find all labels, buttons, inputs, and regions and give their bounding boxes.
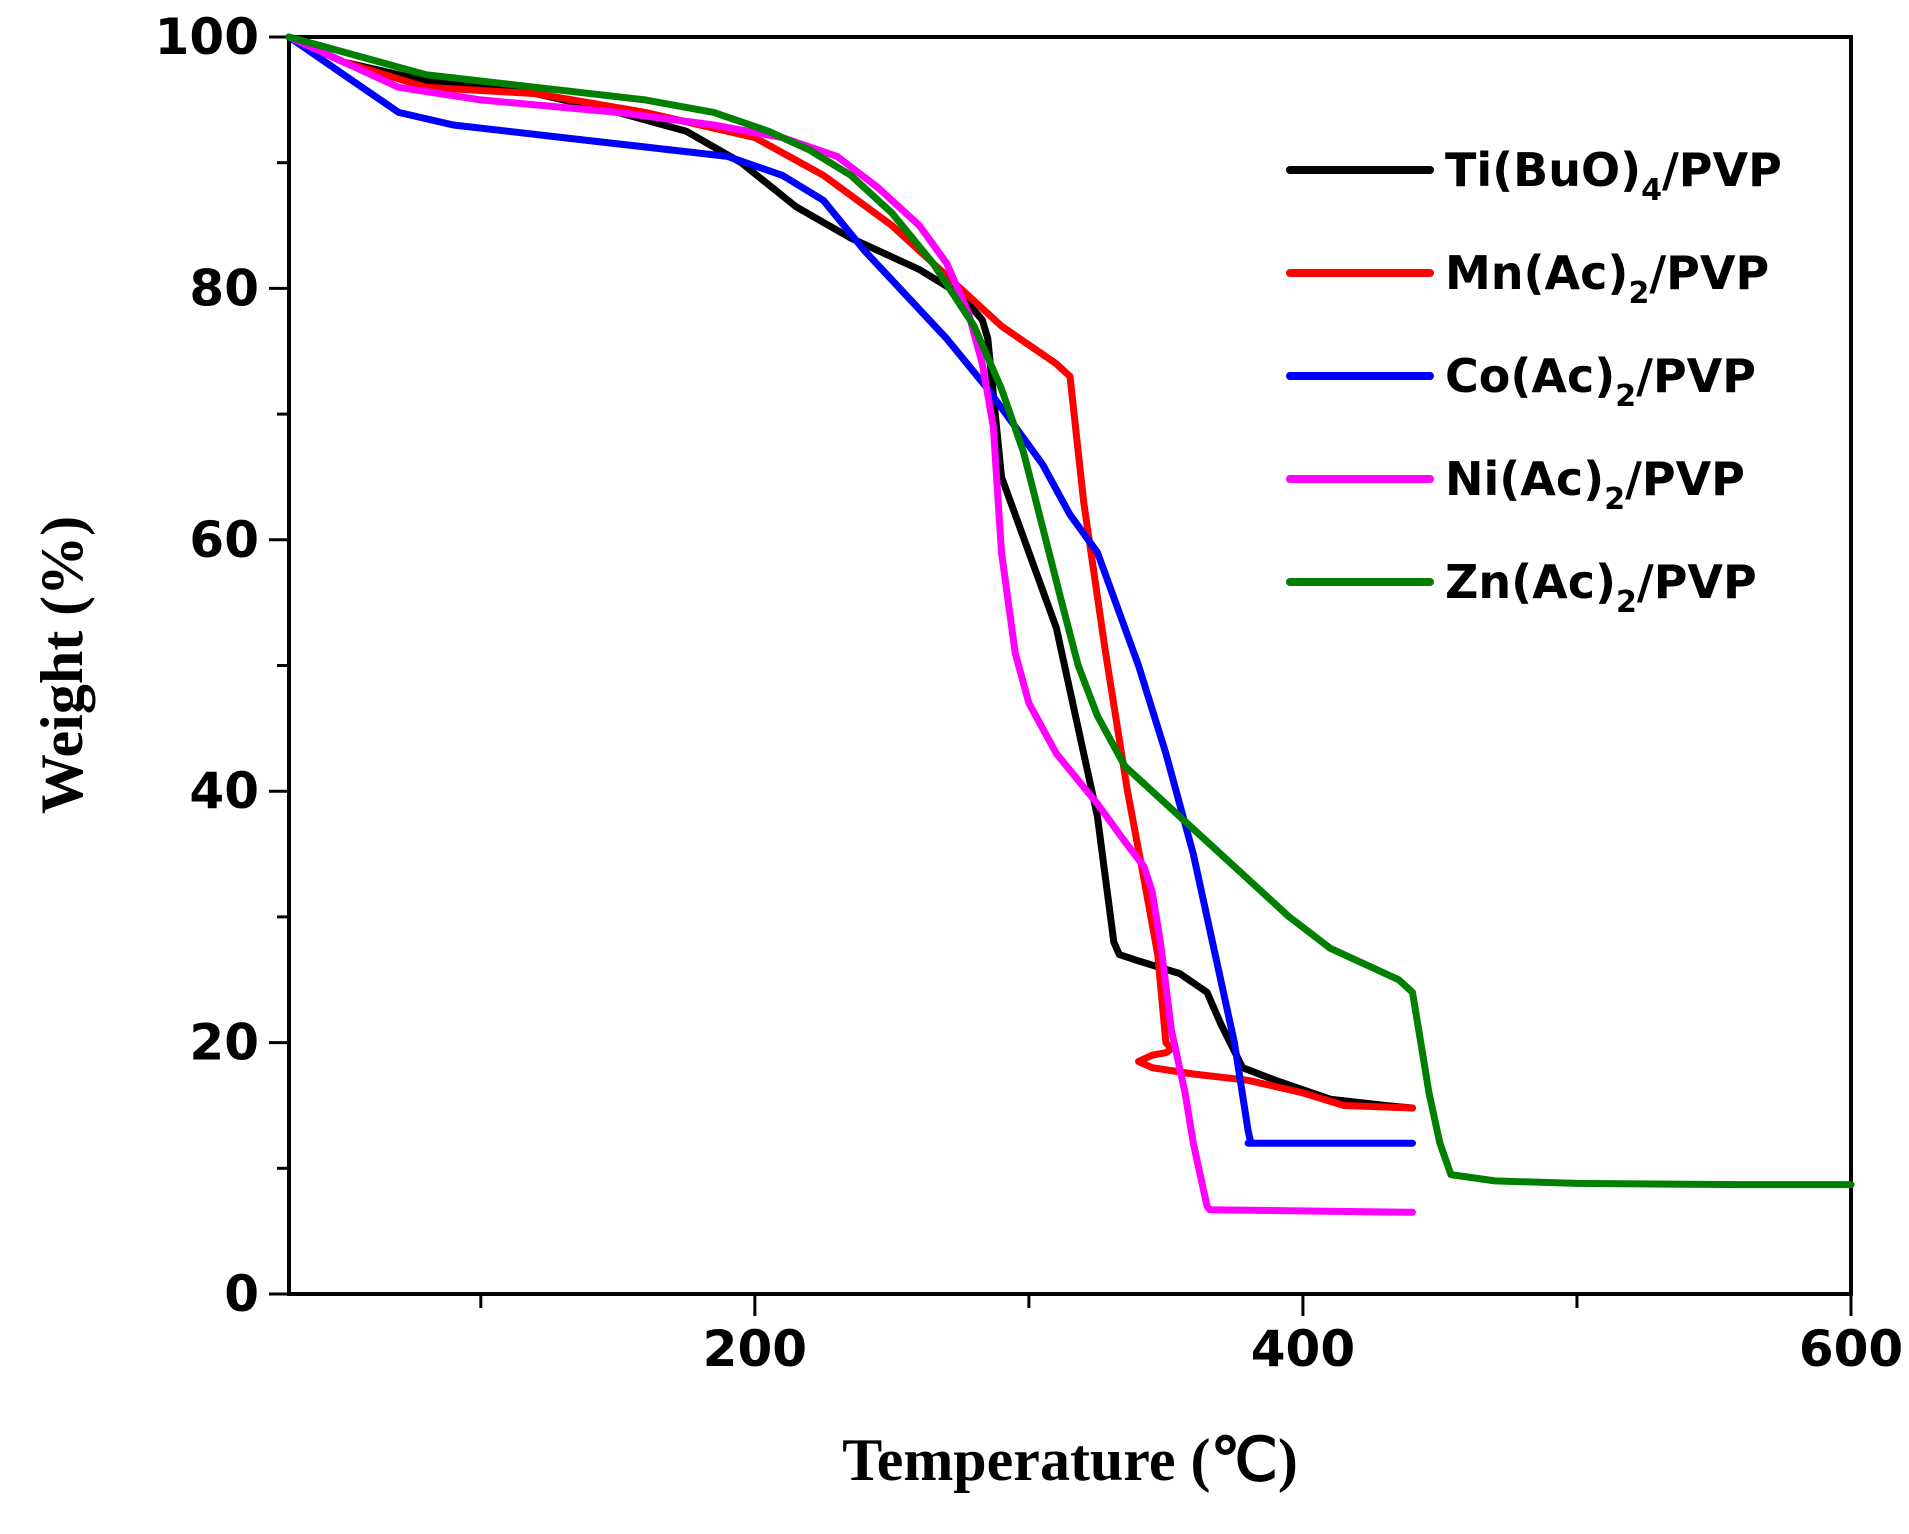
x-tick-label: 600: [1799, 1320, 1903, 1378]
y-tick-label: 80: [189, 259, 259, 317]
legend: Ti(BuO)4/PVP Mn(Ac)2/PVP Co(Ac)2/PVP Ni(Ac)…: [1286, 143, 1782, 620]
series-line-3: [285, 33, 1416, 1147]
y-tick-label: 100: [155, 8, 259, 66]
series-line-5: [285, 33, 1855, 1189]
series-line-2: [285, 33, 1416, 1112]
y-tick-label: 0: [224, 1265, 259, 1323]
plot-frame: [287, 35, 1853, 1296]
legend-label: Zn(Ac)2/PVP: [1445, 555, 1757, 620]
y-tick-label: 40: [189, 762, 259, 820]
series-line-1: [285, 33, 1416, 1112]
x-axis-title: Temperature (℃): [842, 1427, 1298, 1493]
series-lines: [285, 33, 1855, 1216]
legend-label: Ti(BuO)4/PVP: [1445, 143, 1782, 208]
y-tick-label: 60: [189, 511, 259, 569]
tick-labels: 200 400 600 0 20 40 60 80 100: [155, 8, 1904, 1378]
x-tick-label: 200: [703, 1320, 807, 1378]
y-axis-title: Weight (%): [29, 516, 95, 814]
legend-label: Mn(Ac)2/PVP: [1445, 246, 1769, 311]
series-line-4: [285, 33, 1416, 1216]
legend-label: Co(Ac)2/PVP: [1445, 349, 1756, 414]
axis-ticks: [269, 35, 1853, 1316]
y-tick-label: 20: [189, 1014, 259, 1072]
legend-label: Ni(Ac)2/PVP: [1445, 452, 1745, 517]
x-tick-label: 400: [1251, 1320, 1355, 1378]
